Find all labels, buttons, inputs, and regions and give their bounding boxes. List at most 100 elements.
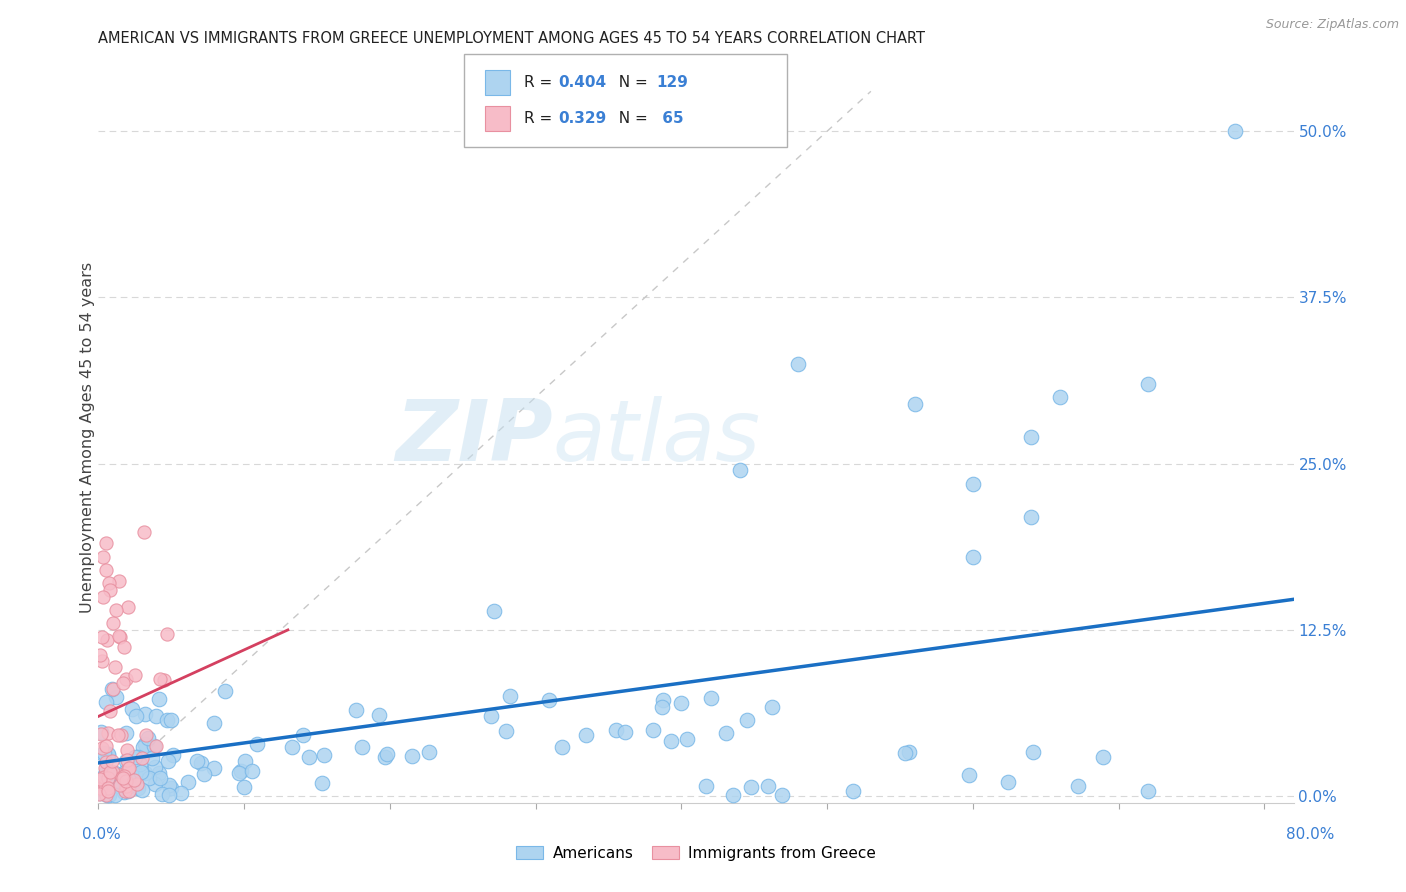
Point [104, 603, 127, 617]
Point [97, 725, 120, 739]
Point [100, 754, 122, 768]
Point [104, 690, 127, 704]
Point [89, 648, 111, 663]
Point [91, 590, 114, 604]
Point [124, 749, 146, 764]
Point [1019, 430, 1042, 444]
Point [104, 659, 127, 673]
Text: 0.329: 0.329 [558, 112, 606, 126]
Point [204, 716, 226, 731]
Point [97, 576, 120, 591]
Point [141, 751, 163, 765]
Point [1049, 390, 1071, 404]
Text: N =: N = [609, 112, 652, 126]
Point [104, 788, 127, 802]
Point [96, 747, 118, 762]
Point [1225, 124, 1247, 138]
Point [281, 740, 304, 755]
Point [142, 739, 165, 753]
Point [145, 739, 167, 753]
Point [170, 786, 193, 800]
Point [120, 765, 142, 780]
Point [186, 755, 208, 769]
Point [121, 702, 143, 716]
Point [495, 723, 517, 738]
Point [214, 683, 236, 698]
Point [104, 766, 127, 780]
Point [1092, 750, 1115, 764]
Point [110, 768, 132, 782]
Point [128, 757, 150, 772]
Point [98, 765, 121, 780]
Point [499, 689, 522, 703]
Text: ZIP: ZIP [395, 395, 553, 479]
Point [108, 778, 131, 792]
Point [643, 723, 665, 737]
Point [96, 633, 118, 648]
Point [962, 549, 984, 564]
Point [118, 780, 141, 794]
Text: R =: R = [524, 76, 558, 90]
Text: Source: ZipAtlas.com: Source: ZipAtlas.com [1265, 18, 1399, 31]
Point [115, 725, 138, 739]
Point [101, 682, 124, 697]
Point [537, 693, 560, 707]
Text: 80.0%: 80.0% [1286, 827, 1334, 841]
Point [122, 773, 145, 788]
Point [94, 739, 117, 754]
Point [898, 746, 921, 760]
Point [134, 737, 156, 751]
Point [117, 784, 139, 798]
Point [157, 788, 180, 802]
Point [651, 700, 673, 714]
Point [98, 788, 121, 802]
Point [89, 781, 111, 796]
Point [111, 676, 134, 690]
Point [344, 703, 367, 717]
Point [97, 771, 120, 785]
Point [550, 740, 572, 755]
Point [111, 772, 134, 786]
Point [118, 783, 141, 797]
Point [291, 728, 314, 742]
Y-axis label: Unemployment Among Ages 45 to 54 years: Unemployment Among Ages 45 to 54 years [80, 261, 94, 613]
Point [1136, 376, 1159, 391]
Legend: Americans, Immigrants from Greece: Americans, Immigrants from Greece [508, 838, 884, 868]
Point [91, 549, 114, 564]
Point [228, 765, 250, 780]
Point [350, 740, 373, 755]
Point [312, 747, 335, 762]
Point [115, 774, 138, 789]
Point [193, 767, 215, 781]
Point [87, 787, 110, 801]
Point [89, 780, 111, 794]
Point [117, 772, 139, 786]
Point [96, 788, 118, 802]
Point [957, 768, 980, 782]
Point [103, 773, 125, 788]
Point [229, 764, 252, 778]
Point [605, 723, 627, 737]
Point [145, 760, 167, 774]
Point [311, 775, 333, 789]
Point [136, 731, 159, 745]
Point [479, 709, 502, 723]
Point [149, 672, 172, 686]
Point [661, 733, 683, 747]
Point [190, 756, 212, 771]
Point [156, 754, 179, 768]
Point [91, 747, 114, 761]
Point [298, 750, 321, 764]
Point [614, 725, 637, 739]
Text: atlas: atlas [553, 395, 761, 479]
Point [94, 695, 117, 709]
Point [153, 673, 176, 687]
Point [240, 764, 263, 779]
Point [375, 747, 398, 761]
Point [135, 728, 157, 742]
Point [418, 745, 440, 759]
Point [94, 755, 117, 769]
Point [110, 728, 132, 742]
Point [91, 654, 114, 668]
Point [108, 768, 131, 782]
